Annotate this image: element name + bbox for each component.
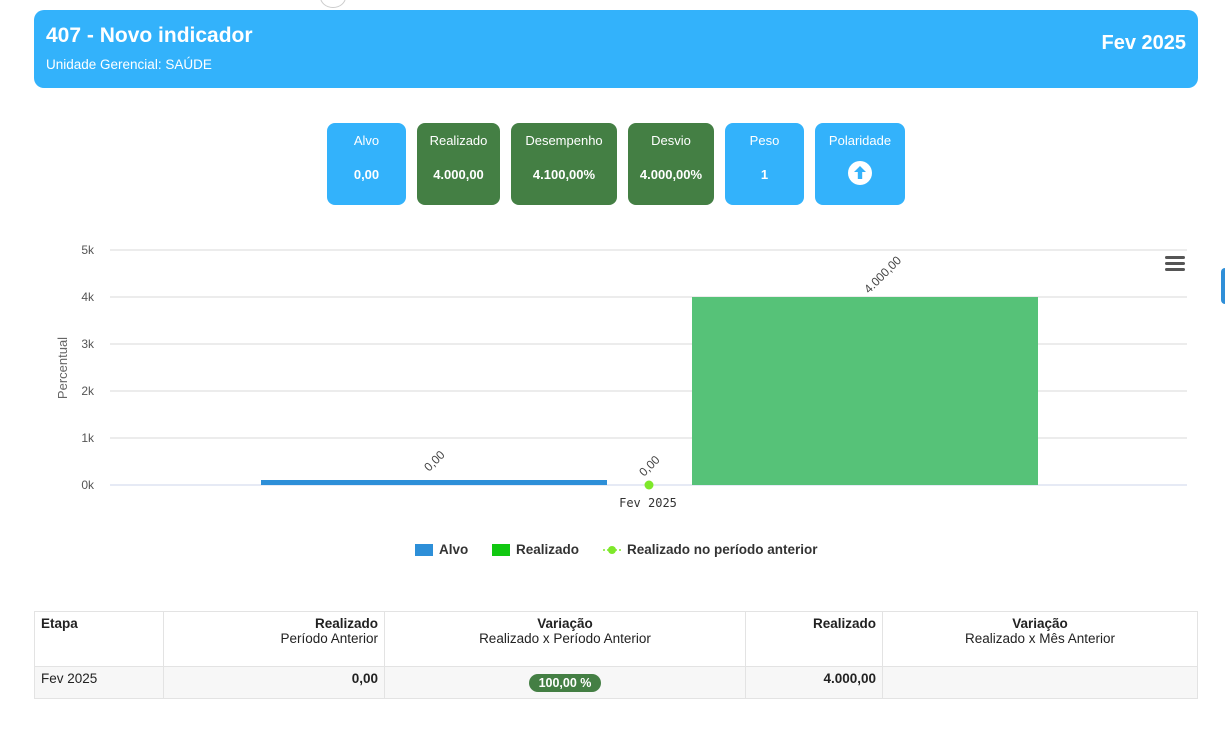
x-tick-label: Fev 2025 (619, 496, 677, 510)
chart-legend: Alvo Realizado Realizado no período ante… (0, 542, 1225, 562)
cell-realizado: 4.000,00 (745, 666, 883, 699)
bar-alvo (261, 480, 607, 485)
col-variacao: Variação Realizado x Período Anterior (384, 611, 746, 667)
y-tick-label: 4k (81, 290, 95, 304)
card-desvio: Desvio 4.000,00% (628, 123, 714, 205)
legend-swatch (415, 543, 433, 556)
y-axis-label: Percentual (55, 337, 70, 399)
card-value: 1 (760, 167, 769, 182)
legend-item-anterior[interactable]: Realizado no período anterior (603, 542, 818, 557)
card-polaridade: Polaridade (815, 123, 905, 205)
cell-variacao-mes (882, 666, 1198, 699)
legend-label: Realizado no período anterior (627, 542, 818, 557)
col-title: Realizado (314, 616, 378, 631)
variation-badge: 100,00 % (528, 674, 602, 692)
point-realizado-anterior (644, 480, 654, 490)
y-tick-label: 2k (81, 384, 95, 398)
indicator-header: 407 - Novo indicador Unidade Gerencial: … (34, 10, 1198, 88)
legend-label: Realizado (516, 542, 580, 557)
card-label: Peso (749, 133, 780, 148)
cell-realizado-anterior: 0,00 (163, 666, 385, 699)
col-etapa: Etapa (34, 611, 164, 667)
col-variacao-mes: Variação Realizado x Mês Anterior (882, 611, 1198, 667)
chart-svg: 0k 1k 2k 3k 4k 5k Fev 2025 0,00 0,00 4.000,00 Pe… (55, 243, 1187, 510)
card-realizado: Realizado 4.000,00 (417, 123, 500, 205)
legend-label: Alvo (439, 542, 469, 557)
legend-item-alvo[interactable]: Alvo (415, 542, 468, 557)
col-subtitle: Realizado x Período Anterior (479, 631, 651, 646)
indicator-chart: 0k 1k 2k 3k 4k 5k Fev 2025 0,00 0,00 4.000,00 Pe… (0, 230, 1225, 530)
col-realizado: Realizado (745, 611, 883, 667)
col-title: Variação (1012, 616, 1068, 631)
results-table: Etapa Realizado Período Anterior Variaçã… (34, 611, 1198, 699)
table-row: Fev 2025 0,00 100,00 % 4.000,00 (34, 666, 1198, 699)
cell-etapa: Fev 2025 (34, 666, 164, 699)
kpi-cards: Alvo 0,00 Realizado 4.000,00 Desempenho … (0, 123, 1225, 205)
card-label: Alvo (353, 133, 380, 148)
card-label: Polaridade (828, 133, 892, 148)
col-subtitle: Realizado x Mês Anterior (964, 631, 1116, 646)
legend-line-marker (603, 545, 621, 554)
management-unit: Unidade Gerencial: SAÚDE (46, 57, 212, 72)
data-label-anterior: 0,00 (636, 452, 663, 479)
table-header-row: Etapa Realizado Período Anterior Variaçã… (34, 611, 1198, 667)
header-period: Fev 2025 (1101, 32, 1186, 54)
chart-menu-icon[interactable] (1165, 256, 1185, 272)
side-tab[interactable] (1221, 268, 1225, 304)
data-label-alvo: 0,00 (421, 447, 448, 474)
y-tick-label: 5k (81, 243, 95, 257)
arrow-up-circle-icon (848, 161, 872, 185)
legend-swatch (492, 543, 510, 556)
card-value: 4.100,00% (532, 167, 596, 182)
cell-variacao: 100,00 % (384, 666, 746, 699)
card-value: 0,00 (353, 167, 380, 182)
card-label: Realizado (429, 133, 488, 148)
bar-realizado (692, 297, 1038, 485)
card-desempenho: Desempenho 4.100,00% (511, 123, 617, 205)
card-label: Desempenho (525, 133, 603, 148)
col-title: Variação (537, 616, 593, 631)
card-value: 4.000,00 (433, 167, 484, 182)
y-tick-label: 1k (81, 431, 95, 445)
legend-item-realizado[interactable]: Realizado (492, 542, 579, 557)
col-realizado-anterior: Realizado Período Anterior (163, 611, 385, 667)
y-tick-label: 0k (81, 478, 95, 492)
card-peso: Peso 1 (725, 123, 804, 205)
card-alvo: Alvo 0,00 (327, 123, 406, 205)
col-subtitle: Período Anterior (280, 631, 378, 646)
data-label-realizado: 4.000,00 (861, 253, 904, 296)
col-title: Etapa (41, 616, 78, 631)
indicator-title: 407 - Novo indicador (46, 24, 253, 47)
col-title: Realizado (812, 616, 876, 631)
y-tick-label: 3k (81, 337, 95, 351)
top-handle (320, 0, 346, 8)
card-label: Desvio (651, 133, 691, 148)
card-value: 4.000,00% (639, 167, 703, 182)
